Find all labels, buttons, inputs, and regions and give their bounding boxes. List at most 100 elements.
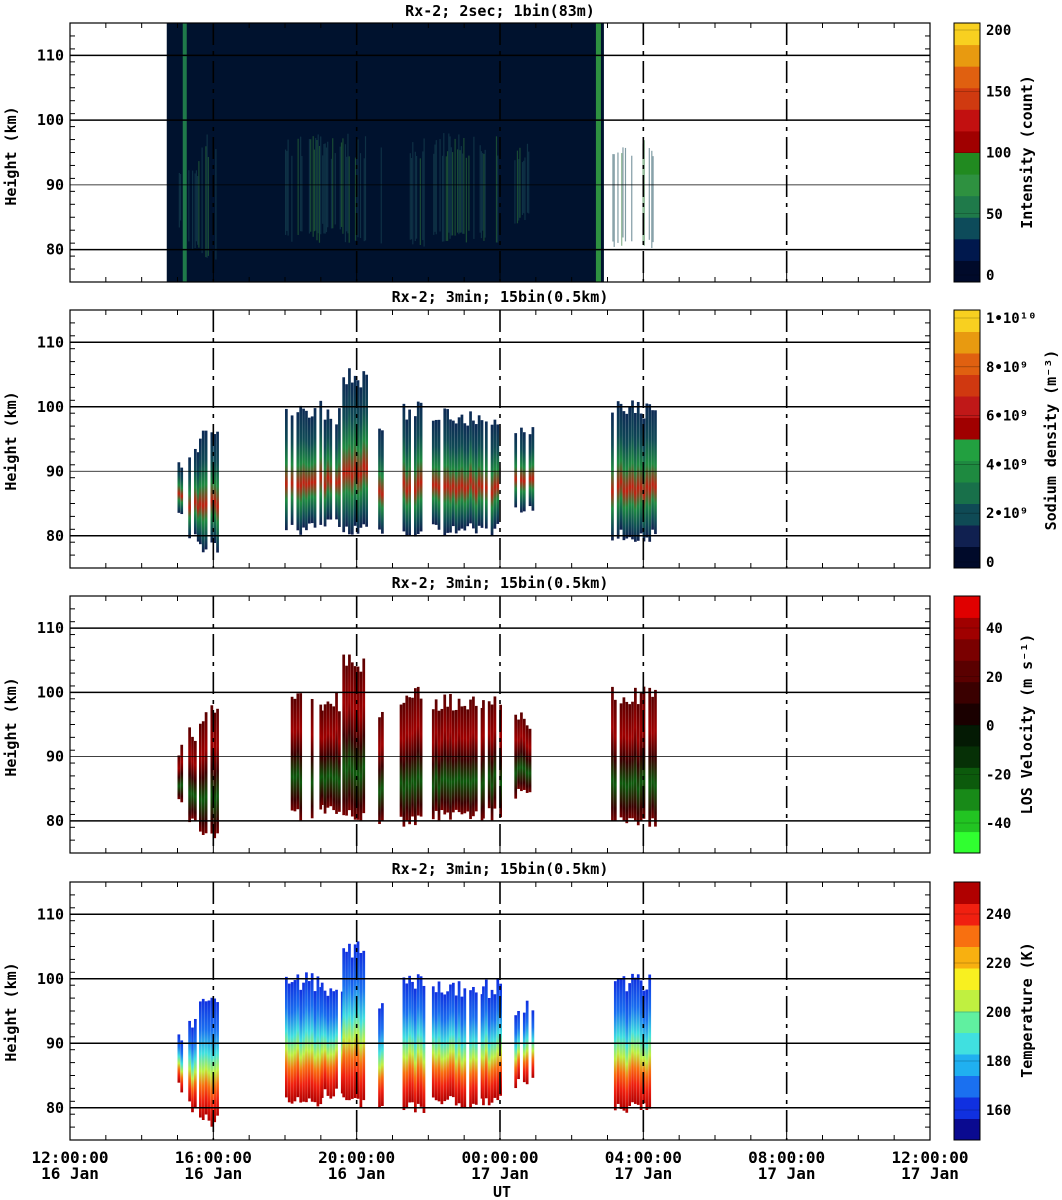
panel-1-signal-streak [320, 136, 322, 235]
panel-2-data-column [414, 416, 417, 537]
panel-3-data-column [177, 755, 181, 800]
y-tick-label: 80 [46, 812, 64, 830]
panel-2-colorbar-segment [954, 460, 980, 483]
panel-1-signal-streak [479, 145, 481, 233]
panel-2-colorbar-segment [954, 439, 980, 461]
panel-2-content: 80 90 100 110 0 2•10⁹ 4•10⁹ 6•10⁹ 8•10⁹ 1•10¹⁰ [37, 309, 1037, 571]
y-tick-label: 100 [37, 111, 64, 129]
y-tick-label: 90 [46, 176, 64, 194]
x-tick-date-label: 17 Jan [471, 1164, 529, 1183]
panel-1-signal-streak [198, 161, 200, 248]
panel-1-signal-streak [443, 133, 445, 242]
panel-3-data-column [320, 710, 324, 805]
panel-2-data-column [466, 425, 470, 527]
y-tick-label: 100 [37, 970, 64, 988]
panel-3-data-column [408, 697, 411, 825]
panel-3-colorbar-segment [954, 638, 980, 661]
panel-4-data-column [342, 948, 346, 1098]
panel-3-colorbar-tick-label: -40 [986, 816, 1011, 832]
panel-2-colorbar-segment [954, 525, 980, 547]
panel-3-colorbar-segment [954, 596, 980, 618]
panel-2-colorbar-segment [954, 503, 980, 526]
panel-4: Rx-2; 3min; 15bin(0.5km) 80 90 100 110 160 18… [2, 860, 1036, 1141]
panel-2-data-column [290, 415, 294, 525]
panel-1-signal-streak [434, 144, 436, 232]
panel-1-signal-streak [178, 172, 180, 228]
panel-1-ylabel: Height (km) [2, 106, 20, 205]
panel-1-signal-streak [285, 149, 287, 235]
panel-1-signal-streak [524, 157, 526, 221]
panel-3-data-column [460, 706, 464, 815]
panel-4-data-column [408, 975, 411, 1103]
panel-3-data-column [329, 703, 333, 807]
panel-4-data-column [639, 980, 643, 1110]
y-tick-label: 110 [37, 619, 64, 637]
panel-3-colorbar-segment [954, 810, 980, 833]
panel-4-colorbar-tick-label: 240 [986, 907, 1011, 923]
panel-1-signal-streak [631, 155, 633, 242]
panel-4-data-column [628, 983, 632, 1107]
panel-1-colorbar-segment [954, 44, 980, 67]
panel-4-data-column [613, 981, 617, 1111]
panel-2-data-column [299, 405, 303, 535]
panel-1-signal-streak [287, 139, 289, 236]
panel-4-colorbar-frame [953, 881, 981, 1141]
panel-1-signal-streak [364, 136, 367, 241]
panel-1-signal-streak [301, 156, 303, 232]
panel-3-data-column [293, 698, 297, 812]
panel-2-colorbar-tick-label: 2•10⁹ [986, 506, 1028, 522]
panel-3-data-column [636, 704, 640, 826]
panel-2-data-column [188, 457, 191, 539]
panel-1-plot-area [166, 23, 654, 282]
panel-1-signal-streak [291, 155, 293, 242]
panel-1-signal-streak [523, 160, 525, 214]
panel-1-colorbar-segment [954, 174, 980, 197]
panel-4-data-column [299, 989, 303, 1103]
panel-2-colorbar-segment [954, 482, 980, 504]
panel-2-data-column [474, 424, 478, 534]
panel-3-data-column [611, 686, 614, 822]
panel-4-data-column [463, 988, 467, 1108]
panel-1-signal-streak [215, 148, 217, 260]
panel-1-colorbar-segment [954, 152, 980, 175]
panel-4-data-column [296, 974, 300, 1098]
panel-3-data-column [440, 708, 444, 811]
panel-4-data-column [422, 985, 426, 1113]
panel-3-data-column [474, 705, 478, 812]
panel-4-colorbar-segment [954, 946, 980, 969]
x-tick-date-label: 16 Jan [184, 1164, 242, 1183]
panel-1-signal-streak [454, 138, 456, 236]
panel-4-data-column [359, 952, 363, 1108]
panel-1-signal-streak [648, 148, 650, 240]
panel-2-data-column [493, 419, 497, 529]
panel-1-signal-streak [308, 139, 311, 234]
panel-3-data-column [437, 710, 441, 821]
panel-2-data-column [463, 423, 467, 531]
panel-4-title: Rx-2; 3min; 15bin(0.5km) [392, 860, 609, 878]
panel-1-signal-streak [624, 147, 627, 242]
panel-4-data-column [381, 1003, 384, 1107]
panel-1-signal-streak [460, 146, 462, 233]
panel-2-data-column [628, 406, 632, 538]
panel-2-data-column [310, 416, 314, 524]
panel-1-signal-streak [412, 142, 414, 245]
panel-3-data-column [654, 689, 657, 827]
panel-3-colorbar-segment [954, 681, 980, 704]
y-tick-label: 110 [37, 46, 64, 64]
y-tick-label: 100 [37, 683, 64, 701]
panel-2-data-column [477, 415, 481, 526]
panel-2-colorbar-label: Sodium density (m⁻³) [1042, 350, 1060, 531]
panel-4-data-column [416, 974, 420, 1104]
panel-4-colorbar-segment [954, 1097, 980, 1119]
panel-4-data-column [619, 978, 623, 1109]
panel-1-signal-streak [339, 146, 341, 230]
panel-3-data-column [522, 718, 526, 790]
panel-3-data-column [348, 654, 351, 811]
panel-2-data-column [365, 374, 368, 527]
panel-1-colorbar-segment [954, 87, 980, 110]
panel-1-signal-streak [652, 156, 654, 243]
panel-1-signal-streak [312, 136, 314, 237]
panel-3-data-column [402, 702, 406, 827]
panel-2-data-column [201, 430, 205, 553]
